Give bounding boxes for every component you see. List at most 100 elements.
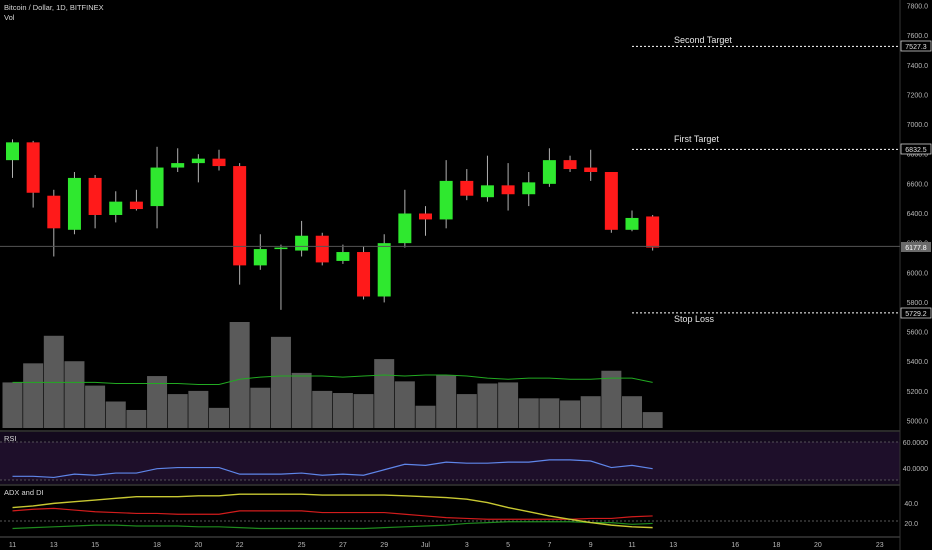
candle-body: [47, 195, 61, 229]
price-tick-label: 5800.0: [907, 300, 929, 307]
volume-bar: [601, 370, 622, 428]
candle: [191, 154, 205, 183]
volume-bar: [498, 382, 519, 428]
volume-bar: [560, 400, 581, 428]
price-tick-label: 7000.0: [907, 122, 929, 129]
time-tick-label: 29: [380, 542, 388, 549]
candle: [253, 234, 267, 270]
price-axis[interactable]: 7800.0 7600.0 7400.0 7200.0 7000.0 6800.0 6600…: [907, 4, 929, 426]
volume-bar: [105, 401, 126, 428]
candle: [336, 244, 350, 264]
adx-tick-20: 20.0: [904, 521, 918, 528]
volume-bar: [374, 359, 395, 428]
candle: [563, 155, 577, 172]
candle: [357, 246, 371, 300]
time-tick-label: 13: [50, 542, 58, 549]
time-tick-label: 23: [876, 542, 884, 549]
candle-body: [336, 252, 350, 261]
candle-body: [67, 177, 81, 230]
candle-body: [233, 166, 247, 266]
candles: [6, 139, 660, 310]
volume-bar: [436, 375, 457, 428]
rsi-tick-40: 40.0000: [903, 466, 928, 473]
candle-body: [439, 180, 453, 220]
rsi-label: RSI: [4, 434, 17, 443]
volume-bar: [64, 361, 85, 428]
candle-body: [295, 235, 309, 251]
candle-body: [129, 201, 143, 210]
candle: [6, 139, 19, 178]
price-tick-label: 7800.0: [907, 4, 929, 11]
volume-bars: [2, 322, 663, 428]
candle: [501, 163, 515, 211]
di-minus-line: [12, 507, 653, 520]
price-tick-label: 6000.0: [907, 270, 929, 277]
time-tick-label: 9: [589, 542, 593, 549]
svg-text:6177.8: 6177.8: [905, 245, 927, 252]
candle-body: [419, 213, 432, 220]
time-tick-label: 18: [773, 542, 781, 549]
candle: [233, 163, 247, 285]
candle-body: [88, 177, 102, 215]
volume-bar: [580, 396, 601, 428]
candle-body: [191, 158, 205, 164]
volume-bar: [312, 390, 333, 428]
candle-body: [6, 142, 19, 161]
time-axis[interactable]: 11 13 15 18 20 22 25 27 29 Jul 3 5 7 9 11 13 16 18 20 23: [9, 542, 884, 549]
volume-bar: [2, 382, 23, 428]
candle: [171, 148, 185, 172]
candle: [460, 169, 474, 201]
candle: [625, 210, 639, 232]
time-tick-label: Jul: [421, 542, 430, 549]
candle-body: [357, 252, 371, 297]
first-target-label: First Target: [674, 134, 719, 144]
adx-tick-40: 40.0: [904, 501, 918, 508]
price-tick-label: 5000.0: [907, 419, 929, 426]
candle: [646, 214, 660, 251]
volume-label: Vol: [4, 13, 15, 22]
volume-bar: [43, 335, 64, 428]
svg-text:7527.3: 7527.3: [905, 44, 927, 51]
last-price-tag: 6177.8: [901, 242, 931, 252]
candle-body: [315, 235, 329, 263]
time-tick-label: 15: [91, 542, 99, 549]
di-plus-line: [12, 521, 653, 530]
time-tick-label: 20: [194, 542, 202, 549]
volume-ma: [12, 374, 653, 386]
volume-bar: [229, 322, 250, 428]
candle-body: [26, 142, 40, 193]
candle-body: [460, 180, 474, 196]
rsi-tick-60: 60.0000: [903, 440, 928, 447]
candle: [67, 172, 81, 235]
candle: [584, 149, 598, 181]
time-tick-label: 5: [506, 542, 510, 549]
svg-text:5729.2: 5729.2: [905, 311, 927, 318]
time-tick-label: 3: [465, 542, 469, 549]
candle: [109, 191, 123, 223]
volume-bar: [209, 407, 229, 428]
candle-body: [150, 167, 164, 207]
volume-bar: [518, 398, 539, 428]
volume-bar: [394, 381, 415, 428]
time-tick-label: 16: [731, 542, 739, 549]
volume-bar: [147, 376, 168, 428]
volume-bar: [622, 396, 642, 428]
candle: [480, 155, 494, 202]
candle-body: [398, 213, 412, 244]
time-tick-label: 13: [669, 542, 677, 549]
price-tick-label: 7600.0: [907, 33, 929, 40]
first-target-tag: 6832.5: [900, 143, 932, 155]
stop-loss-label: Stop Loss: [674, 314, 715, 324]
volume-bar: [332, 393, 353, 428]
chart-title: Bitcoin / Dollar, 1D, BITFINEX: [4, 3, 104, 12]
candle-body: [501, 185, 515, 195]
price-tick-label: 5600.0: [907, 330, 929, 337]
candle: [26, 140, 40, 208]
volume-bar: [353, 394, 374, 428]
volume-bar: [539, 398, 560, 428]
volume-bar: [167, 394, 188, 428]
rsi-band: [0, 442, 900, 480]
candle-body: [480, 185, 494, 198]
volume-bar: [291, 372, 312, 428]
